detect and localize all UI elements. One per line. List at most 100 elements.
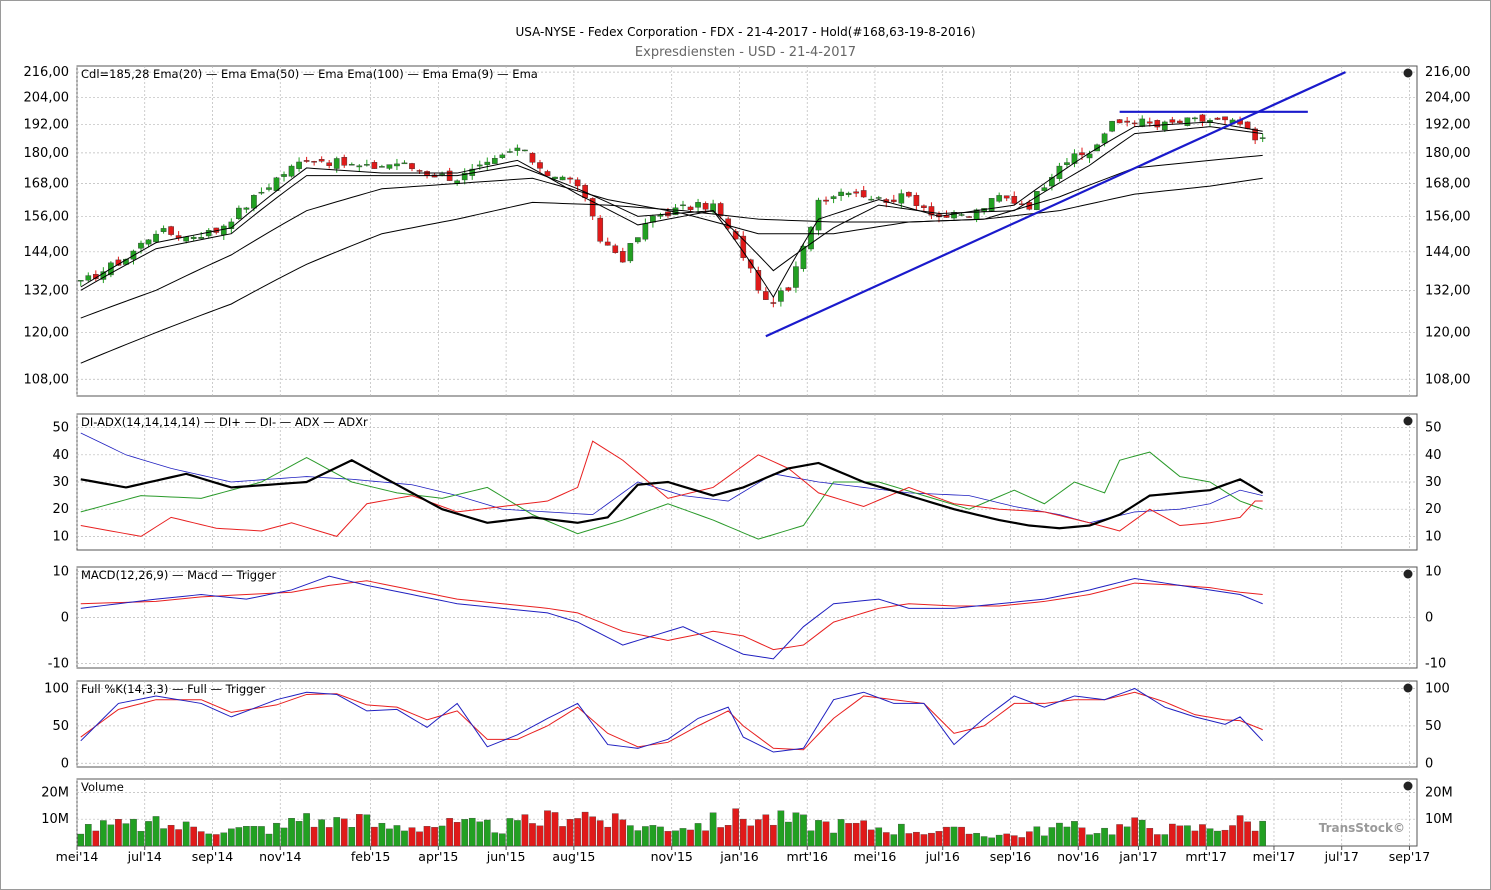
volume-bar — [92, 830, 100, 847]
candle-body — [416, 170, 423, 172]
candle-body — [1011, 195, 1018, 204]
volume-bar — [265, 833, 273, 847]
volume-bar — [423, 826, 431, 847]
volume-bar — [386, 828, 393, 847]
volume-bar — [115, 819, 122, 847]
price-ytick-left: 204,00 — [24, 90, 70, 105]
price-ytick-right: 180,00 — [1425, 146, 1471, 161]
candle-body — [1033, 191, 1040, 210]
candle-body — [168, 226, 174, 235]
x-tick-label: sep'16 — [990, 849, 1032, 864]
volume-bar — [446, 818, 453, 847]
x-tick-label: jul'16 — [925, 849, 960, 864]
volume-bar — [852, 822, 860, 847]
volume-bar — [514, 820, 521, 847]
x-tick-label: mei'14 — [56, 849, 99, 864]
adx-ytick-left: 10 — [52, 529, 69, 544]
candle-body — [958, 214, 965, 216]
volume-bar — [973, 832, 980, 847]
candle-body — [1259, 137, 1266, 139]
candle-body — [762, 291, 769, 300]
volume-bar — [657, 826, 664, 847]
volume-bar — [182, 821, 190, 847]
volume-bar — [920, 834, 928, 847]
volume-bar — [371, 826, 378, 847]
price-ytick-left: 120,00 — [24, 326, 70, 341]
volume-bar — [950, 826, 958, 847]
candle-body — [604, 241, 611, 246]
x-tick-label: mrt'17 — [1185, 849, 1227, 864]
candle-body — [1116, 119, 1123, 124]
volume-bar — [724, 825, 732, 847]
volume-bar — [905, 833, 913, 847]
volume-bar — [303, 813, 310, 847]
candle-body — [379, 166, 385, 168]
volume-bar — [1078, 827, 1086, 847]
volume-bar — [273, 822, 280, 847]
candle-body — [1222, 116, 1228, 121]
volume-bar — [1229, 825, 1236, 847]
candle-body — [198, 237, 205, 239]
volume-bar — [898, 823, 905, 847]
x-tick-label: jul'17 — [1324, 849, 1359, 864]
candle-body — [1086, 153, 1093, 159]
candle-body — [145, 239, 152, 245]
volume-bar — [619, 819, 627, 847]
volume-bar — [175, 829, 182, 847]
price-ytick-right: 192,00 — [1425, 117, 1471, 132]
volume-bar — [800, 814, 807, 847]
candle-body — [491, 158, 498, 164]
volume-bar — [837, 819, 845, 847]
candle-body — [1049, 177, 1055, 187]
stoch-ytick-left: 0 — [61, 756, 69, 771]
price-ytick-left: 180,00 — [24, 146, 70, 161]
volume-bar — [1003, 833, 1011, 847]
candle-body — [717, 203, 724, 216]
stoch-full-line — [80, 687, 1264, 753]
candle-body — [687, 206, 694, 210]
volume-bar — [664, 831, 672, 847]
volume-bar — [875, 827, 883, 847]
price-ytick-left: 168,00 — [24, 176, 70, 191]
volume-bar — [393, 825, 401, 847]
volume-bar — [1259, 820, 1266, 847]
volume-legend: Volume — [81, 780, 124, 794]
x-tick-label: feb'15 — [351, 849, 390, 864]
volume-bar — [453, 822, 461, 847]
stoch-legend: Full %K(14,3,3) — Full — Trigger — [81, 682, 266, 696]
volume-bar — [228, 828, 235, 847]
volume-bar — [499, 833, 506, 847]
candle-body — [1101, 133, 1108, 144]
candle-body — [288, 165, 295, 177]
x-tick-label: jul'14 — [127, 849, 162, 864]
volume-bar — [1123, 826, 1131, 847]
volume-bar — [107, 824, 115, 847]
volume-bar — [815, 820, 822, 847]
macd-close-icon — [1403, 569, 1413, 579]
volume-bar — [318, 819, 325, 847]
volume-bar — [476, 821, 484, 847]
stoch-trigger-line — [80, 691, 1263, 751]
candle-body — [1244, 121, 1251, 129]
candle-body — [1079, 152, 1085, 156]
price-ytick-left: 144,00 — [24, 245, 70, 260]
candle-body — [627, 243, 634, 262]
candle-body — [537, 162, 543, 169]
candle-body — [394, 163, 400, 167]
volume-close-icon — [1403, 781, 1413, 791]
adx-legend: DI-ADX(14,14,14,14) — DI+ — DI- — ADX — … — [81, 415, 368, 429]
ema20-line — [80, 126, 1263, 291]
volume-bar — [408, 827, 416, 847]
ema9-line — [80, 121, 1263, 299]
x-tick-label: jan'17 — [1118, 849, 1157, 864]
candle-body — [409, 163, 415, 170]
adx-ytick-left: 40 — [52, 448, 69, 463]
volume-bar — [1221, 829, 1229, 847]
volume-bar — [1025, 831, 1033, 847]
volume-bar — [596, 820, 604, 847]
candle-body — [1131, 122, 1138, 125]
volume-bar — [333, 817, 341, 847]
price-ytick-right: 204,00 — [1425, 90, 1471, 105]
volume-bar — [160, 828, 167, 847]
volume-bar — [1244, 821, 1251, 847]
